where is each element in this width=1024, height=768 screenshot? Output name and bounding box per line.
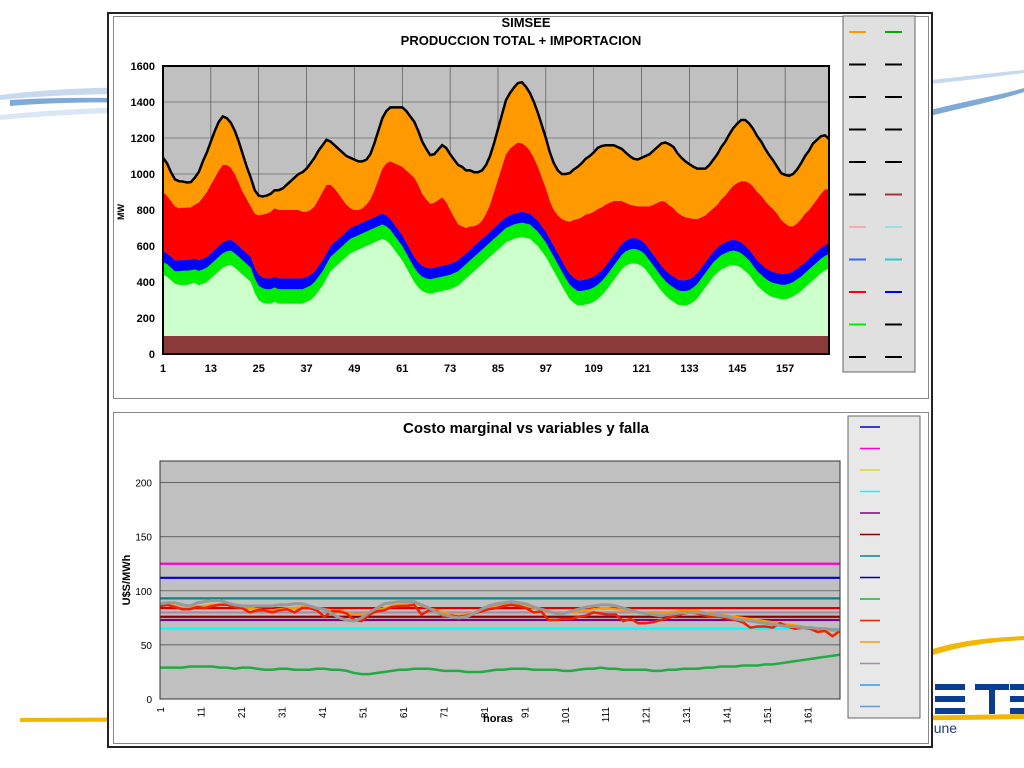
y-tick-label: 600 [137, 241, 155, 253]
plot-border [159, 460, 841, 700]
x-tick-label: 11 [196, 707, 207, 718]
x-tick-label: 51 [358, 707, 369, 719]
y-tick-label: 1000 [131, 169, 155, 181]
x-tick-label: 161 [804, 707, 815, 724]
x-axis-ticks: 1 11 21 31 41 51 61 71 81 91 101 111 121 131 141 151 161 [156, 707, 815, 724]
x-tick-label: 61 [396, 363, 408, 375]
x-tick-label: 25 [253, 363, 265, 375]
x-tick-label: 151 [763, 707, 774, 724]
chart-title: SIMSEE [501, 15, 550, 30]
x-tick-label: 109 [585, 363, 603, 375]
x-tick-label: 71 [439, 707, 450, 719]
line-series-10 [159, 603, 841, 638]
legend-box [847, 415, 921, 719]
chart-subtitle: PRODUCCION TOTAL + IMPORTACION [401, 33, 642, 48]
y-tick-label: 1600 [131, 61, 155, 73]
ute-logo [935, 684, 1024, 714]
x-tick-label: 37 [300, 363, 312, 375]
x-tick-label: 133 [680, 363, 698, 375]
x-tick-label: 49 [348, 363, 360, 375]
marginal-cost-chart-panel [113, 412, 929, 744]
x-tick-label: 1 [156, 707, 167, 713]
y-tick-label: 200 [135, 479, 152, 490]
line-series-8 [160, 653, 841, 676]
x-tick-label: 141 [723, 707, 734, 724]
y-axis-label: MW [116, 204, 126, 220]
y-tick-label: 400 [137, 277, 155, 289]
x-tick-label: 61 [399, 707, 410, 719]
x-tick-label: 73 [444, 363, 456, 375]
area-series-1 [163, 237, 829, 336]
x-tick-label: 21 [237, 707, 248, 719]
y-tick-label: 1400 [131, 97, 155, 109]
x-tick-label: 41 [318, 707, 329, 719]
y-tick-label: 150 [135, 533, 152, 544]
production-chart-panel [113, 16, 929, 399]
area-series-3 [163, 211, 829, 291]
x-tick-label: 91 [520, 707, 531, 719]
y-axis-ticks: 0 50 100 150 200 [135, 479, 152, 706]
x-tick-label: 13 [205, 363, 217, 375]
area-series-0 [163, 336, 829, 354]
x-tick-label: 111 [601, 707, 612, 723]
x-axis-label: horas [483, 713, 513, 725]
x-tick-label: 31 [277, 707, 288, 719]
line-series-11 [159, 599, 840, 632]
y-axis-ticks: 0 200 400 600 800 1000 1200 1400 1600 [131, 61, 155, 361]
x-tick-label: 81 [480, 707, 491, 719]
x-tick-label: 1 [160, 363, 166, 375]
x-tick-label: 131 [682, 707, 693, 724]
x-tick-label: 85 [492, 363, 504, 375]
plot-border [162, 65, 830, 355]
y-tick-label: 0 [149, 349, 155, 361]
y-axis-label: U$S/MWh [121, 554, 133, 605]
y-tick-label: 0 [146, 695, 152, 706]
y-tick-label: 200 [137, 313, 155, 325]
x-tick-label: 121 [632, 363, 650, 375]
area-series-4 [163, 142, 829, 281]
legend [860, 426, 880, 708]
total-line [161, 80, 830, 198]
grid [160, 482, 840, 700]
x-tick-label: 121 [642, 707, 653, 724]
area-series-2 [163, 222, 829, 306]
x-tick-label: 97 [540, 363, 552, 375]
area-series-5 [163, 82, 829, 228]
chart-title: Costo marginal vs variables y falla [403, 420, 650, 437]
y-tick-label: 1200 [131, 133, 155, 145]
y-tick-label: 100 [135, 587, 152, 598]
y-tick-label: 800 [137, 205, 155, 217]
y-tick-label: 50 [141, 641, 153, 652]
x-axis-ticks: 1 13 25 37 49 61 73 85 97 109 121 133 145 157 [160, 363, 794, 375]
x-tick-label: 157 [776, 363, 794, 375]
x-tick-label: 101 [561, 707, 572, 724]
stacked-areas [161, 80, 830, 354]
production-chart: 0 200 400 600 800 1000 1200 1400 1600 1 13 25 37 49 6… [116, 15, 916, 375]
x-tick-label: 145 [728, 363, 746, 375]
legend [849, 31, 902, 358]
plot-area [160, 461, 840, 699]
series-lines [159, 562, 841, 676]
